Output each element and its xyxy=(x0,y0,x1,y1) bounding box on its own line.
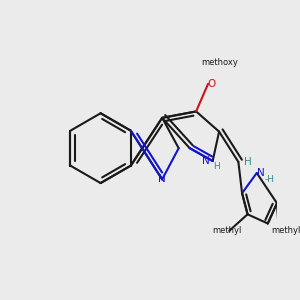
Text: N: N xyxy=(256,168,264,178)
Text: methoxy: methoxy xyxy=(202,58,239,67)
Text: H: H xyxy=(213,162,220,171)
Text: H: H xyxy=(244,157,251,167)
Text: N: N xyxy=(158,174,166,184)
Text: methyl: methyl xyxy=(272,226,300,235)
Text: N: N xyxy=(202,156,210,166)
Text: methyl: methyl xyxy=(213,226,242,235)
Text: -H: -H xyxy=(265,175,275,184)
Text: O: O xyxy=(208,79,216,89)
